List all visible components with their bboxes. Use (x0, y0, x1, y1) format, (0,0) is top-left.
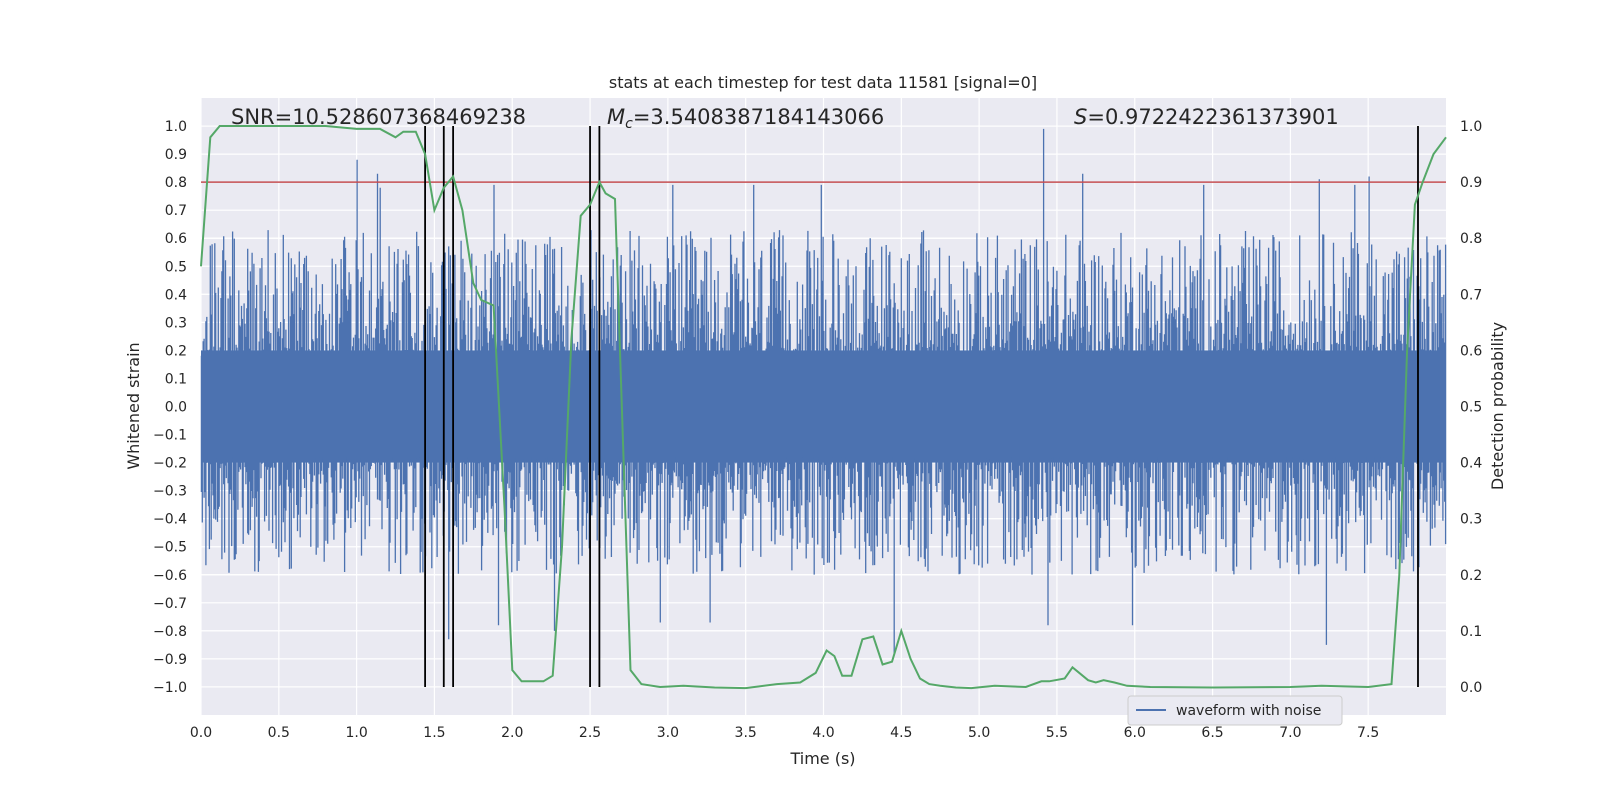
x-tick-label: 2.5 (579, 725, 601, 741)
y2-axis-label: Detection probability (1488, 322, 1507, 490)
y-axis-label: Whitened strain (124, 342, 143, 469)
y-tick-label: 0.7 (165, 203, 187, 219)
chart-title: stats at each timestep for test data 115… (609, 73, 1037, 92)
y2-tick-label: 0.6 (1460, 343, 1482, 359)
x-tick-label: 7.5 (1357, 725, 1379, 741)
s-value: =0.9722422361373901 (1087, 105, 1338, 129)
y-tick-label: 0.9 (165, 147, 187, 163)
vertical-markers (424, 126, 1419, 687)
x-tick-label: 3.5 (735, 725, 757, 741)
x-tick-label: 0.5 (268, 725, 290, 741)
y-tick-label: −0.6 (153, 568, 187, 584)
legend-label: waveform with noise (1176, 703, 1321, 719)
x-tick-label: 2.0 (501, 725, 523, 741)
x-tick-label: 3.0 (657, 725, 679, 741)
y-tick-label: −0.8 (153, 624, 187, 640)
y2-tick-label: 0.8 (1460, 231, 1482, 247)
x-axis-label: Time (s) (789, 749, 855, 768)
chirp-mass-annotation: Mc=3.5408387184143066 (607, 105, 884, 132)
y2-tick-label: 1.0 (1460, 119, 1482, 135)
mc-subscript: c (625, 116, 633, 132)
y-ticks: 1.0 0.9 0.8 0.7 0.6 0.5 0.4 0.3 0.2 0.1 0.0 −0.1 −0.… (153, 119, 187, 696)
y2-ticks: 1.0 0.9 0.8 0.7 0.6 0.5 0.4 0.3 0.2 0.1 0.0 (1460, 119, 1482, 696)
y-tick-label: −0.4 (153, 512, 187, 528)
y2-tick-label: 0.3 (1460, 512, 1482, 528)
x-tick-label: 5.5 (1046, 725, 1068, 741)
mc-symbol: M (607, 105, 625, 129)
y2-tick-label: 0.9 (1460, 175, 1482, 191)
legend: waveform with noise (1127, 695, 1343, 726)
x-tick-label: 0.0 (190, 725, 212, 741)
y-tick-label: 0.5 (165, 259, 187, 275)
y-tick-label: −1.0 (153, 680, 187, 696)
x-tick-label: 5.0 (968, 725, 990, 741)
legend-box (1127, 695, 1343, 726)
y2-tick-label: 0.5 (1460, 400, 1482, 416)
mc-value: =3.5408387184143066 (633, 105, 884, 129)
x-tick-label: 1.0 (345, 725, 367, 741)
x-tick-label: 4.0 (812, 725, 834, 741)
y2-tick-label: 0.4 (1460, 456, 1482, 472)
y-tick-label: 1.0 (165, 119, 187, 135)
y-tick-label: 0.1 (165, 371, 187, 387)
x-tick-label: 6.5 (1201, 725, 1223, 741)
s-symbol: S (1074, 105, 1087, 129)
y-tick-label: −0.1 (153, 428, 187, 444)
s-annotation: S=0.9722422361373901 (1074, 105, 1339, 129)
x-tick-label: 4.5 (890, 725, 912, 741)
y-tick-label: 0.0 (165, 400, 187, 416)
y-tick-label: 0.2 (165, 343, 187, 359)
y-tick-label: 0.4 (165, 287, 187, 303)
snr-annotation: SNR=10.528607368469238 (231, 105, 526, 129)
detection-probability-line (200, 125, 1447, 690)
x-tick-label: 1.5 (423, 725, 445, 741)
y-tick-label: −0.3 (153, 484, 187, 500)
waveform-series (200, 128, 1447, 654)
y-tick-label: 0.8 (165, 175, 187, 191)
y2-tick-label: 0.2 (1460, 568, 1482, 584)
y2-tick-label: 0.7 (1460, 287, 1482, 303)
x-tick-label: 7.0 (1279, 725, 1301, 741)
y2-tick-label: 0.1 (1460, 624, 1482, 640)
x-ticks: 0.0 0.5 1.0 1.5 2.0 2.5 3.0 3.5 4.0 4.5 5.0 5.5 6.0 6… (190, 725, 1379, 741)
y-tick-label: −0.9 (153, 652, 187, 668)
y-tick-label: 0.6 (165, 231, 187, 247)
y-tick-label: −0.7 (153, 596, 187, 612)
waveform-trace (200, 128, 1447, 654)
x-tick-label: 6.0 (1124, 725, 1146, 741)
y-tick-label: −0.5 (153, 540, 187, 556)
y2-tick-label: 0.0 (1460, 680, 1482, 696)
y-tick-label: −0.2 (153, 456, 187, 472)
y-tick-label: 0.3 (165, 315, 187, 331)
